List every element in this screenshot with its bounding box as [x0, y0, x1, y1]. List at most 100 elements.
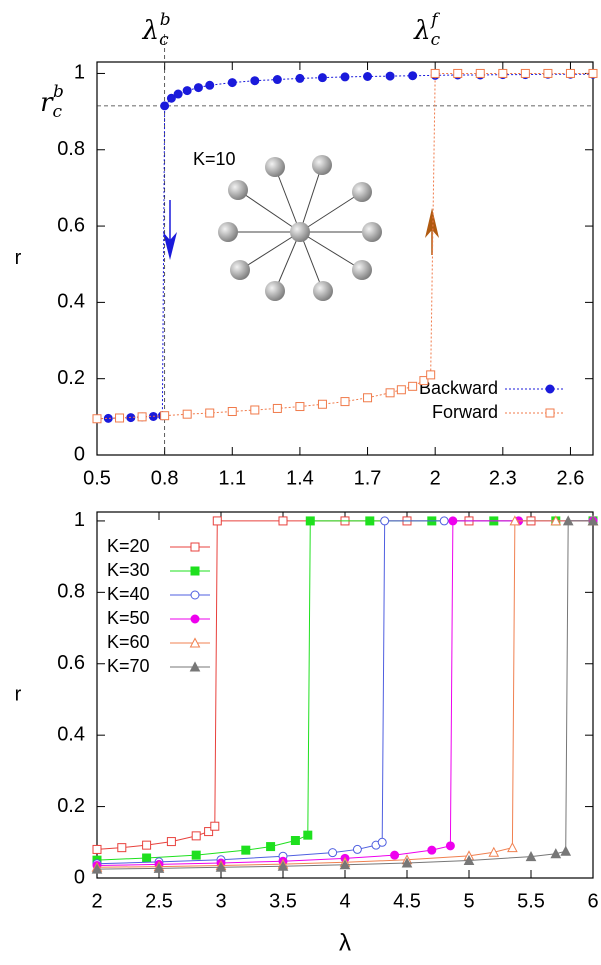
marker	[153, 862, 165, 873]
x-tick-label: 0.5	[83, 467, 111, 489]
series-line	[96, 520, 593, 865]
legend-label: K=40	[107, 584, 150, 604]
legend-label: K=70	[107, 656, 150, 676]
annotation-sub: c	[53, 101, 63, 121]
x-tick-label: 2.6	[557, 467, 585, 489]
y-tick-label: 1	[74, 509, 85, 531]
marker	[396, 385, 406, 395]
annotation-sub: c	[431, 30, 441, 50]
star-graph	[228, 164, 372, 292]
x-tick-label: 1.4	[286, 467, 314, 489]
marker	[91, 863, 103, 874]
x-tick-label: 3.5	[269, 890, 297, 912]
y-tick-label: 0.4	[57, 291, 85, 313]
annotation: K=10	[193, 149, 236, 169]
marker	[272, 403, 282, 413]
marker	[92, 844, 102, 854]
marker	[182, 86, 192, 96]
y-tick-label: 0.8	[57, 581, 85, 603]
marker	[439, 516, 449, 526]
marker	[550, 515, 562, 526]
annotation-text: λ	[142, 16, 159, 46]
x-tick-label: 5	[463, 890, 474, 912]
y-tick-label: 0.6	[57, 214, 85, 236]
marker	[498, 68, 508, 78]
marker	[317, 73, 327, 83]
annotation: λcf	[413, 10, 440, 50]
marker	[272, 75, 282, 85]
legend-label: Forward	[432, 402, 498, 422]
marker	[385, 71, 395, 81]
x-tick-label: 5.5	[517, 890, 545, 912]
y-tick-label: 0	[74, 443, 85, 465]
marker	[212, 516, 222, 526]
marker	[520, 68, 530, 78]
marker	[419, 376, 429, 386]
x-tick-label: 1.7	[354, 467, 382, 489]
marker	[545, 384, 555, 394]
legend-label: K=20	[107, 536, 150, 556]
plot-frame	[96, 61, 594, 456]
y-axis-label: r	[15, 247, 22, 269]
marker	[488, 846, 500, 857]
x-tick-label: 0.8	[151, 467, 179, 489]
marker	[560, 845, 572, 856]
marker	[509, 515, 521, 526]
marker	[227, 78, 237, 88]
marker	[166, 93, 176, 103]
marker	[377, 837, 387, 847]
marker	[295, 402, 305, 412]
marker	[160, 411, 170, 421]
annotation-sup: f	[429, 10, 440, 30]
series-line	[96, 520, 593, 850]
marker	[160, 101, 170, 111]
y-tick-label: 0.2	[57, 795, 85, 817]
x-tick-label: 2.5	[145, 890, 173, 912]
marker	[340, 72, 350, 82]
marker	[115, 413, 125, 423]
annotation-sup: b	[160, 10, 171, 30]
marker	[427, 845, 437, 855]
marker	[448, 516, 458, 526]
marker	[190, 542, 200, 552]
legend-label: K=50	[107, 608, 150, 628]
marker	[266, 842, 276, 852]
plot-frame	[96, 511, 594, 879]
x-tick-label: 4	[339, 890, 350, 912]
marker	[182, 409, 192, 419]
marker	[166, 837, 176, 847]
marker	[278, 516, 288, 526]
marker	[588, 68, 598, 78]
marker	[227, 407, 237, 417]
marker	[241, 845, 251, 855]
x-axis-label: λ	[339, 929, 351, 956]
marker	[408, 71, 418, 81]
legend-label: K=60	[107, 632, 150, 652]
marker	[408, 381, 418, 391]
marker	[340, 397, 350, 407]
marker	[550, 848, 562, 859]
series-line	[96, 520, 593, 867]
marker	[142, 840, 152, 850]
x-tick-label: 2	[91, 890, 102, 912]
series-line	[96, 520, 593, 868]
annotation-text: λ	[413, 16, 430, 46]
marker	[507, 842, 518, 853]
series-line	[96, 520, 593, 861]
marker	[525, 851, 537, 862]
marker	[92, 414, 102, 424]
marker	[191, 850, 201, 860]
marker	[205, 80, 215, 90]
marker	[190, 590, 200, 600]
marker	[317, 399, 327, 409]
marker	[543, 68, 553, 78]
marker	[587, 515, 599, 526]
x-tick-label: 2	[430, 467, 441, 489]
marker	[204, 827, 214, 837]
marker	[250, 76, 260, 86]
x-tick-label: 2.3	[489, 467, 517, 489]
marker	[363, 71, 373, 81]
marker	[173, 89, 183, 99]
x-tick-label: 4.5	[393, 890, 421, 912]
annotation-text: r	[40, 88, 54, 118]
